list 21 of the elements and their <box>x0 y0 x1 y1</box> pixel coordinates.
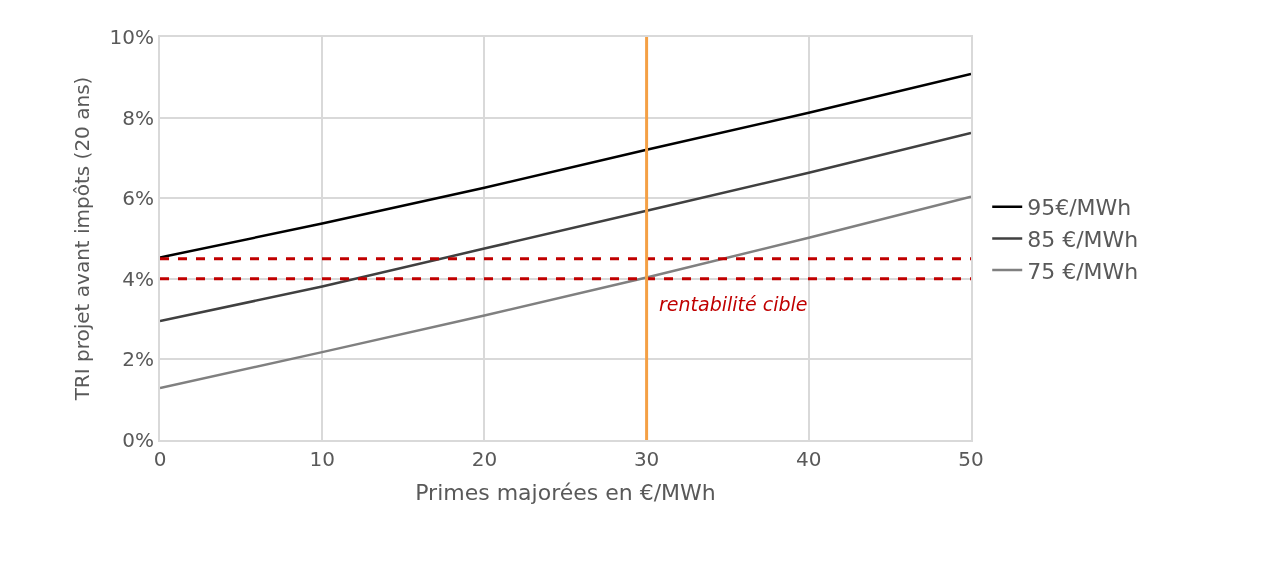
y-axis-title: TRI projet avant impôts (20 ans) <box>69 76 94 402</box>
ref-line-label: rentabilité cible <box>659 293 808 315</box>
y-tick-label: 10% <box>109 25 154 49</box>
x-tick-label: 0 <box>153 447 167 471</box>
legend-label: 85 €/MWh <box>1027 226 1139 252</box>
x-tick-label: 10 <box>309 447 335 471</box>
legend-label: 75 €/MWh <box>1027 258 1139 284</box>
x-axis-title: Primes majorées en €/MWh <box>415 480 716 506</box>
legend-label: 95€/MWh <box>1027 195 1132 221</box>
line-series <box>160 72 971 259</box>
line-series <box>160 131 971 323</box>
x-tick-label: 20 <box>471 447 498 471</box>
y-tick-label: 0% <box>122 428 154 452</box>
y-tick-label: 2% <box>122 347 154 372</box>
x-tick-label: 40 <box>796 447 822 471</box>
x-tick-label: 50 <box>958 447 984 471</box>
line-series <box>160 195 971 390</box>
x-tick-label: 30 <box>633 447 660 471</box>
y-tick-label: 4% <box>122 266 154 291</box>
y-tick-label: 6% <box>122 186 154 211</box>
y-tick-label: 8% <box>122 105 154 130</box>
